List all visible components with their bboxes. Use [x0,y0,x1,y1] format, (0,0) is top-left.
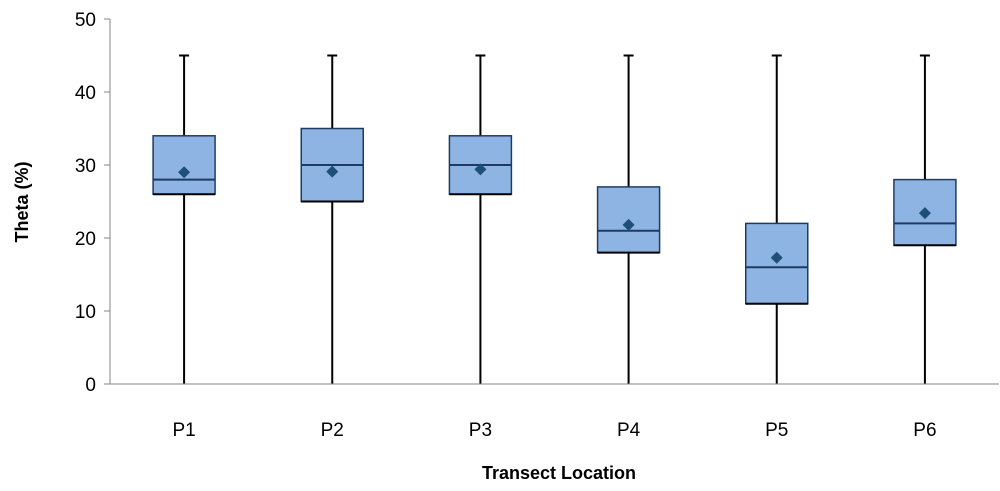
x-tick-label: P3 [469,420,492,441]
y-tick-label: 50 [75,10,96,31]
mean-marker [326,165,339,178]
x-axis: P1 P2 P3 P4 P5 P6 [110,383,999,441]
box-p1 [152,54,216,384]
mean-marker [178,166,191,179]
box-p6 [893,54,957,384]
y-tick-label: 30 [75,156,96,177]
x-tick-label: P1 [172,420,195,441]
y-axis-title: Theta (%) [12,161,32,242]
x-tick-label: P6 [913,420,936,441]
plot-area [152,54,957,384]
box-p3 [448,54,513,384]
y-tick-label: 20 [75,229,96,250]
y-tick-label: 0 [85,375,96,396]
box-p2 [300,54,364,384]
mean-marker [918,207,931,220]
y-axis: 0 10 20 30 40 50 [75,10,111,396]
box-p4 [596,54,661,384]
iqr-box [152,135,216,195]
mean-marker [474,163,487,176]
y-tick-label: 10 [75,302,96,323]
x-tick-label: P4 [617,420,641,441]
x-axis-title: Transect Location [482,463,636,483]
mean-marker [622,218,635,231]
box-p5 [745,54,809,384]
x-tick-label: P5 [765,420,788,441]
x-tick-label: P2 [321,420,344,441]
mean-marker [770,251,783,264]
y-tick-label: 40 [75,83,96,104]
